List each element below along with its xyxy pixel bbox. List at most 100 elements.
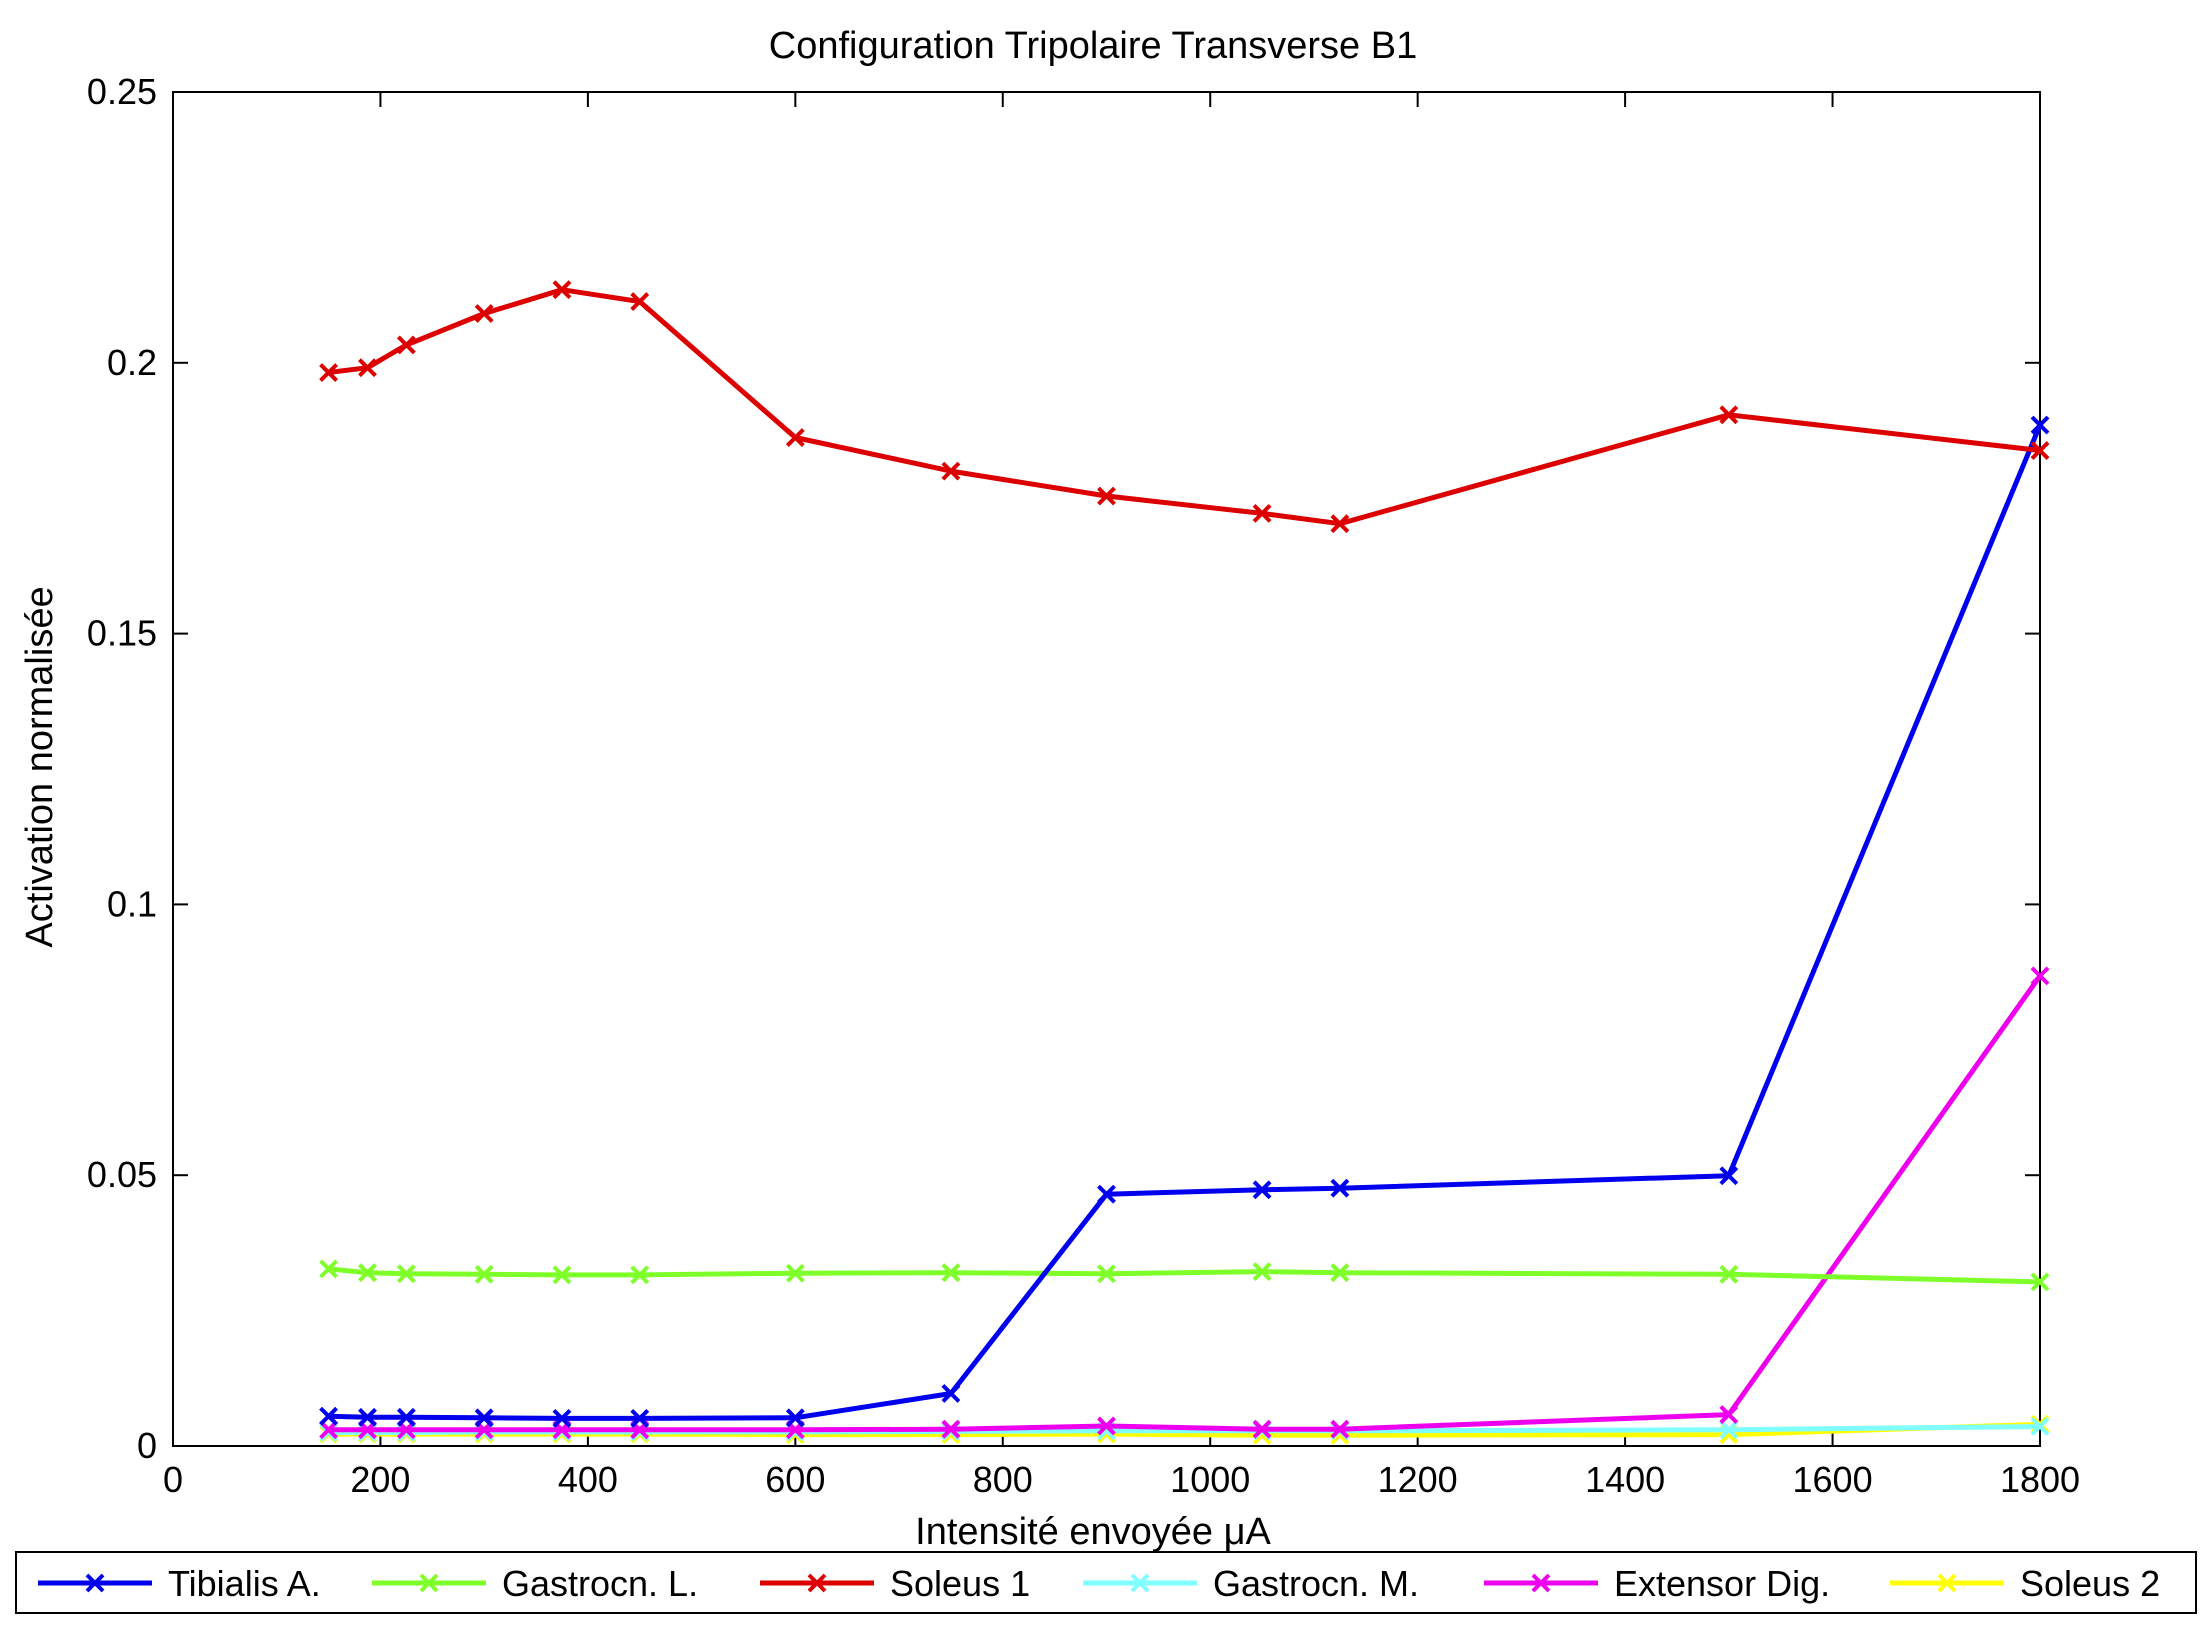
data-point — [474, 1264, 494, 1284]
marker-stroke — [630, 292, 650, 312]
marker-stroke — [396, 1407, 416, 1427]
marker-stroke — [1097, 486, 1116, 506]
marker-stroke — [1719, 1405, 1739, 1425]
marker-stroke — [85, 1573, 105, 1593]
data-point — [1252, 1419, 1272, 1439]
x-tick-label: 1200 — [1378, 1459, 1458, 1500]
series-tibialis-a — [319, 415, 2050, 1428]
legend-marker — [1130, 1573, 1150, 1593]
x-tick-label: 1400 — [1585, 1459, 1665, 1500]
data-point — [396, 1407, 416, 1427]
legend-marker — [807, 1573, 827, 1593]
legend-label: Soleus 1 — [890, 1563, 1030, 1604]
data-point — [2030, 1272, 2050, 1292]
x-tick-label: 800 — [973, 1459, 1033, 1500]
legend: Tibialis A. Gastrocn. L. Soleus 1 Gastrocn.… — [15, 1551, 2197, 1614]
data-point — [474, 304, 494, 323]
marker-stroke — [630, 1408, 650, 1428]
marker-stroke — [1719, 1420, 1739, 1440]
data-point — [2030, 966, 2050, 986]
legend-label: Gastrocn. M. — [1213, 1563, 1419, 1604]
x-tick-label: 600 — [765, 1459, 825, 1500]
marker-stroke — [1719, 1264, 1739, 1284]
marker-stroke — [319, 1259, 338, 1279]
legend-entry: Tibialis A. — [38, 1563, 321, 1604]
marker-stroke — [630, 1265, 650, 1285]
marker-stroke — [785, 1408, 805, 1428]
marker-stroke — [941, 1384, 961, 1403]
legend-marker — [1531, 1573, 1551, 1593]
data-point — [1719, 1264, 1739, 1284]
marker-stroke — [552, 1408, 572, 1428]
marker-stroke — [1097, 1264, 1116, 1284]
data-point — [1330, 1178, 1350, 1198]
legend-label: Gastrocn. L. — [502, 1563, 698, 1604]
marker-stroke — [1330, 1419, 1350, 1439]
data-point — [474, 1408, 494, 1428]
data-point — [1252, 1180, 1272, 1200]
marker-stroke — [1252, 1262, 1272, 1282]
data-point — [630, 292, 650, 312]
y-tick-label: 0.25 — [87, 71, 157, 112]
data-point — [2030, 441, 2050, 460]
data-point — [941, 1384, 961, 1403]
data-point — [785, 428, 805, 447]
x-axis-label: Intensité envoyée μA — [915, 1511, 1271, 1553]
legend-entry: Soleus 2 — [1890, 1563, 2160, 1604]
marker-stroke — [941, 461, 961, 481]
marker-stroke — [941, 1263, 961, 1283]
x-tick-label: 200 — [350, 1459, 410, 1500]
marker-stroke — [396, 335, 416, 355]
x-tick-label: 1800 — [2000, 1459, 2080, 1500]
marker-stroke — [941, 1419, 961, 1439]
data-point — [1719, 1420, 1739, 1440]
data-point — [358, 358, 377, 378]
data-point — [552, 1265, 572, 1285]
marker-stroke — [552, 1265, 572, 1285]
data-point — [1097, 1184, 1116, 1204]
series-gastrocn-l — [319, 1259, 2050, 1292]
y-tick-label: 0 — [137, 1425, 157, 1466]
y-tick-label: 0.2 — [107, 342, 157, 383]
data-point — [319, 363, 338, 382]
x-tick-label: 1000 — [1170, 1459, 1250, 1500]
y-tick-label: 0.1 — [107, 883, 157, 924]
axes: 0 200 400 600 800 1000 1200 1400 1600 1800 0 0.05 0.… — [87, 71, 2080, 1500]
marker-stroke — [319, 1406, 338, 1426]
marker-stroke — [319, 1420, 338, 1440]
legend-entry: Soleus 1 — [760, 1563, 1030, 1604]
data-point — [396, 335, 416, 355]
marker-stroke — [1097, 1184, 1116, 1204]
data-point — [319, 1406, 338, 1426]
data-point — [630, 1265, 650, 1285]
legend-entry: Extensor Dig. — [1484, 1563, 1830, 1604]
data-point — [1097, 1416, 1116, 1436]
plot-frame — [172, 91, 2041, 1447]
data-point — [552, 1408, 572, 1428]
data-point — [1097, 1264, 1116, 1284]
marker-stroke — [2030, 966, 2050, 986]
data-point — [1719, 1166, 1739, 1186]
data-point — [1097, 486, 1116, 506]
marker-stroke — [1937, 1573, 1957, 1593]
data-point — [396, 1264, 416, 1284]
marker-stroke — [1252, 503, 1272, 523]
marker-stroke — [2030, 1272, 2050, 1292]
data-point — [1330, 514, 1350, 534]
data-point — [1719, 1405, 1739, 1425]
legend-entry: Gastrocn. M. — [1083, 1563, 1419, 1604]
data-point — [319, 1420, 338, 1440]
marker-stroke — [1130, 1573, 1150, 1593]
marker-stroke — [358, 358, 377, 378]
marker-stroke — [474, 1264, 494, 1284]
marker-stroke — [319, 363, 338, 382]
marker-stroke — [1330, 1178, 1350, 1198]
data-point — [941, 1263, 961, 1283]
data-point — [785, 1408, 805, 1428]
data-point — [941, 1419, 961, 1439]
chart-title: Configuration Tripolaire Transverse B1 — [769, 25, 1417, 67]
marker-stroke — [552, 280, 572, 300]
data-point — [1330, 1263, 1350, 1283]
x-tick-label: 0 — [163, 1459, 183, 1500]
marker-stroke — [807, 1573, 827, 1593]
